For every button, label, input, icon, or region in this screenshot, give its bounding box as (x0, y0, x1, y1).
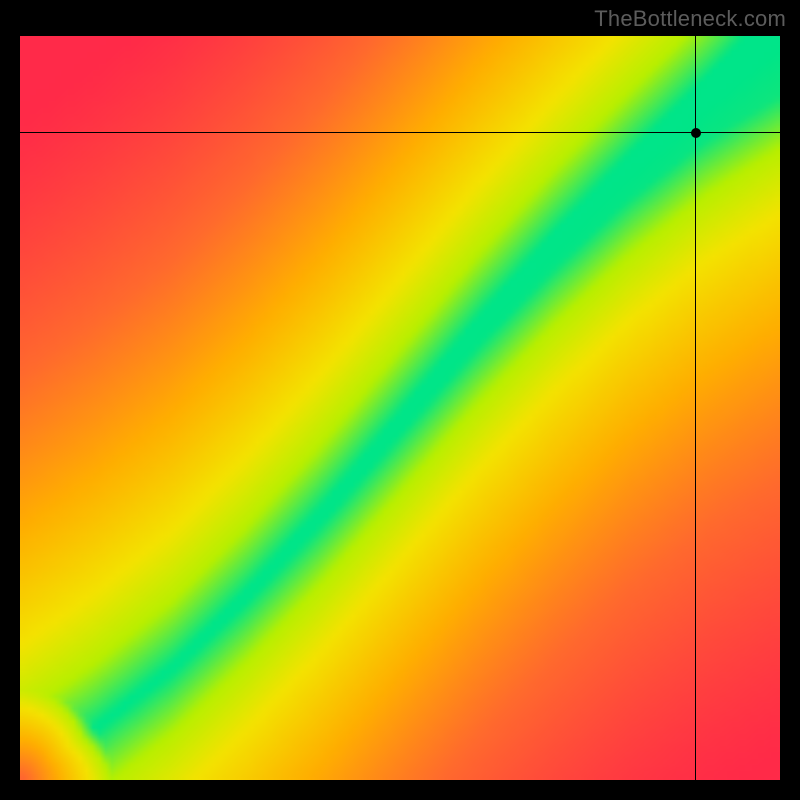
heatmap-canvas (20, 36, 780, 780)
crosshair-vertical (695, 36, 696, 780)
watermark-text: TheBottleneck.com (594, 6, 786, 32)
plot-area (20, 36, 780, 780)
chart-container: TheBottleneck.com (0, 0, 800, 800)
crosshair-horizontal (20, 132, 780, 133)
marker-dot (691, 128, 701, 138)
